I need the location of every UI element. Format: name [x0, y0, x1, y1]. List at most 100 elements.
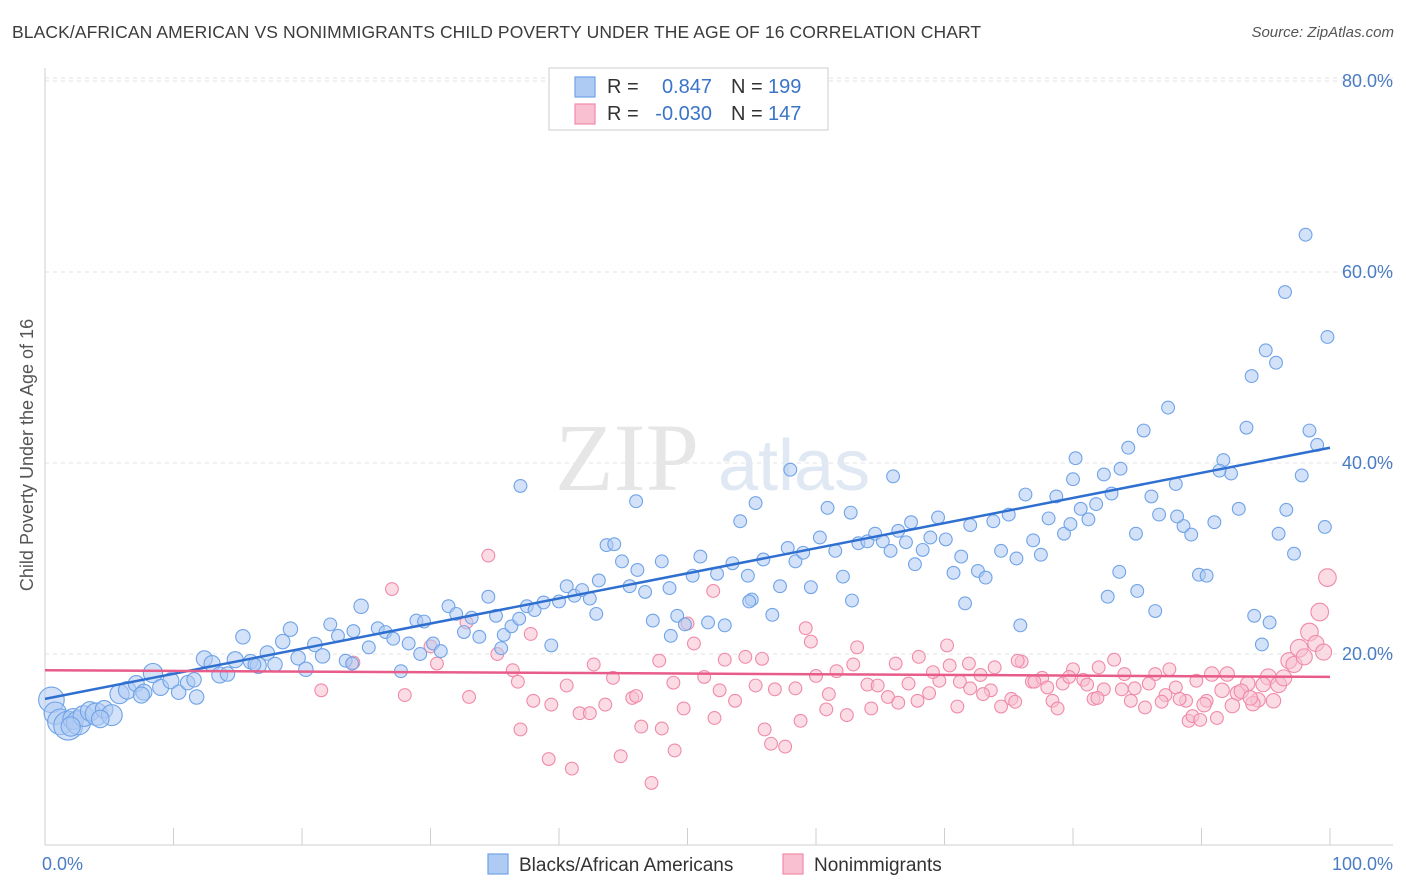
nonimmigrants-point-128: [513, 722, 528, 737]
nonimmigrants-point-2: [385, 582, 399, 597]
nonimmigrants-point-10: [544, 697, 559, 712]
nonimmigrants-point-20: [654, 721, 669, 736]
nonimmigrants-point-109: [1162, 662, 1177, 677]
blacks-point-84: [693, 549, 708, 564]
nonimmigrants-point-26: [717, 652, 732, 667]
blacks-point-54: [456, 625, 471, 639]
blacks-point-195: [1013, 618, 1028, 633]
nonimmigrants-point-67: [1138, 700, 1152, 715]
blacks-points: [38, 227, 1335, 741]
nonimmigrants-point-130: [564, 761, 579, 776]
nonimmigrants-point-129: [541, 752, 556, 766]
nonimmigrants-point-143: [1090, 690, 1105, 705]
blacks-point-127: [1033, 547, 1048, 562]
blacks-point-57: [481, 589, 496, 604]
nonimmigrants-point-66: [1127, 681, 1142, 696]
nonimmigrants-point-48: [942, 658, 957, 673]
blacks-point-80: [662, 581, 677, 596]
blacks-point-165: [629, 494, 644, 509]
blacks-point-153: [1239, 420, 1254, 435]
blacks-point-178: [1112, 564, 1127, 579]
nonimmigrants-point-136: [821, 687, 836, 702]
nonimmigrants-point-120: [1265, 693, 1282, 709]
blacks-point-194: [1130, 584, 1145, 598]
blacks-point-180: [958, 596, 973, 611]
blacks-point-42: [361, 640, 376, 655]
blacks-point-124: [1009, 551, 1024, 566]
nonimmigrants-point-110: [1172, 691, 1187, 706]
blacks-point-137: [1113, 461, 1128, 476]
blacks-point-110: [898, 535, 913, 550]
nonimmigrants-point-23: [686, 636, 701, 651]
nonimmigrants-point-116: [1224, 697, 1241, 714]
nonimmigrants-point-101: [1027, 674, 1042, 689]
legend-r-label-blue: R =: [607, 76, 639, 98]
blacks-point-102: [836, 569, 850, 584]
nonimmigrants-point-132: [667, 743, 682, 758]
nonimmigrants-point-88: [586, 657, 601, 672]
blacks-point-197: [742, 594, 757, 609]
blacks-point-59: [496, 627, 511, 642]
nonimmigrants-point-141: [1008, 694, 1023, 709]
nonimmigrants-point-91: [706, 584, 721, 598]
x-tick-label-1: 100.0%: [1332, 854, 1393, 874]
y-axis-label: Child Poverty Under the Age of 16: [17, 319, 37, 591]
blacks-point-82: [677, 617, 692, 632]
nonimmigrants-point-36: [819, 702, 834, 717]
blacks-point-24: [219, 666, 236, 682]
blacks-point-61: [512, 611, 527, 626]
nonimmigrants-point-25: [707, 711, 722, 725]
blacks-point-30: [267, 656, 283, 673]
nonimmigrants-point-14: [598, 697, 613, 712]
blacks-point-141: [1144, 489, 1159, 504]
blacks-point-96: [788, 554, 803, 569]
blacks-point-191: [90, 709, 110, 729]
nonimmigrants-point-11: [559, 678, 574, 693]
blacks-point-187: [345, 656, 360, 671]
nonimmigrants-point-28: [738, 649, 753, 664]
blacks-point-126: [1026, 533, 1041, 548]
blacks-point-125: [1018, 487, 1033, 502]
blacks-point-171: [1298, 227, 1313, 242]
blacks-point-170: [1278, 285, 1292, 300]
nonimmigrants-point-93: [803, 634, 818, 649]
blacks-point-130: [1057, 526, 1071, 541]
nonimmigrants-point-37: [829, 664, 844, 679]
blacks-point-169: [1269, 355, 1283, 370]
blacks-point-31: [274, 633, 291, 650]
nonimmigrants-point-96: [925, 665, 940, 680]
nonimmigrants-point-140: [976, 687, 990, 702]
blacks-point-149: [1207, 515, 1222, 530]
blacks-point-190: [132, 686, 150, 704]
nonimmigrants-point-46: [922, 686, 937, 701]
nonimmigrants-point-21: [666, 675, 681, 690]
nonimmigrants-point-32: [778, 739, 793, 754]
nonimmigrants-point-135: [793, 713, 808, 728]
blacks-point-55: [464, 610, 479, 625]
nonimmigrants-point-30: [757, 722, 772, 737]
nonimmigrants-point-85: [1318, 568, 1337, 587]
nonimmigrants-trend-line: [44, 668, 1331, 679]
nonimmigrants-point-38: [839, 708, 854, 723]
nonimmigrants-point-133: [712, 683, 727, 698]
chart-title: BLACK/AFRICAN AMERICAN VS NONIMMIGRANTS …: [12, 22, 982, 42]
blacks-point-133: [1081, 512, 1096, 527]
nonimmigrants-point-94: [846, 657, 861, 672]
blacks-point-163: [1317, 520, 1332, 534]
blacks-point-37: [323, 617, 338, 632]
blacks-point-26: [235, 629, 251, 645]
nonimmigrants-point-105: [1091, 660, 1106, 675]
blacks-point-193: [1100, 589, 1115, 604]
blacks-point-73: [607, 537, 622, 552]
y-tick-label-3: 80.0%: [1342, 71, 1393, 91]
blacks-point-90: [740, 568, 755, 583]
blacks-point-112: [915, 542, 930, 557]
blacks-point-41: [353, 598, 369, 614]
nonimmigrants-point-89: [652, 653, 667, 668]
blacks-point-71: [591, 573, 606, 588]
nonimmigrants-point-102: [1040, 680, 1055, 695]
blacks-point-196: [904, 515, 919, 530]
nonimmigrants-point-70: [1168, 680, 1183, 695]
nonimmigrants-point-115: [1214, 682, 1230, 699]
nonimmigrants-point-137: [864, 701, 879, 716]
